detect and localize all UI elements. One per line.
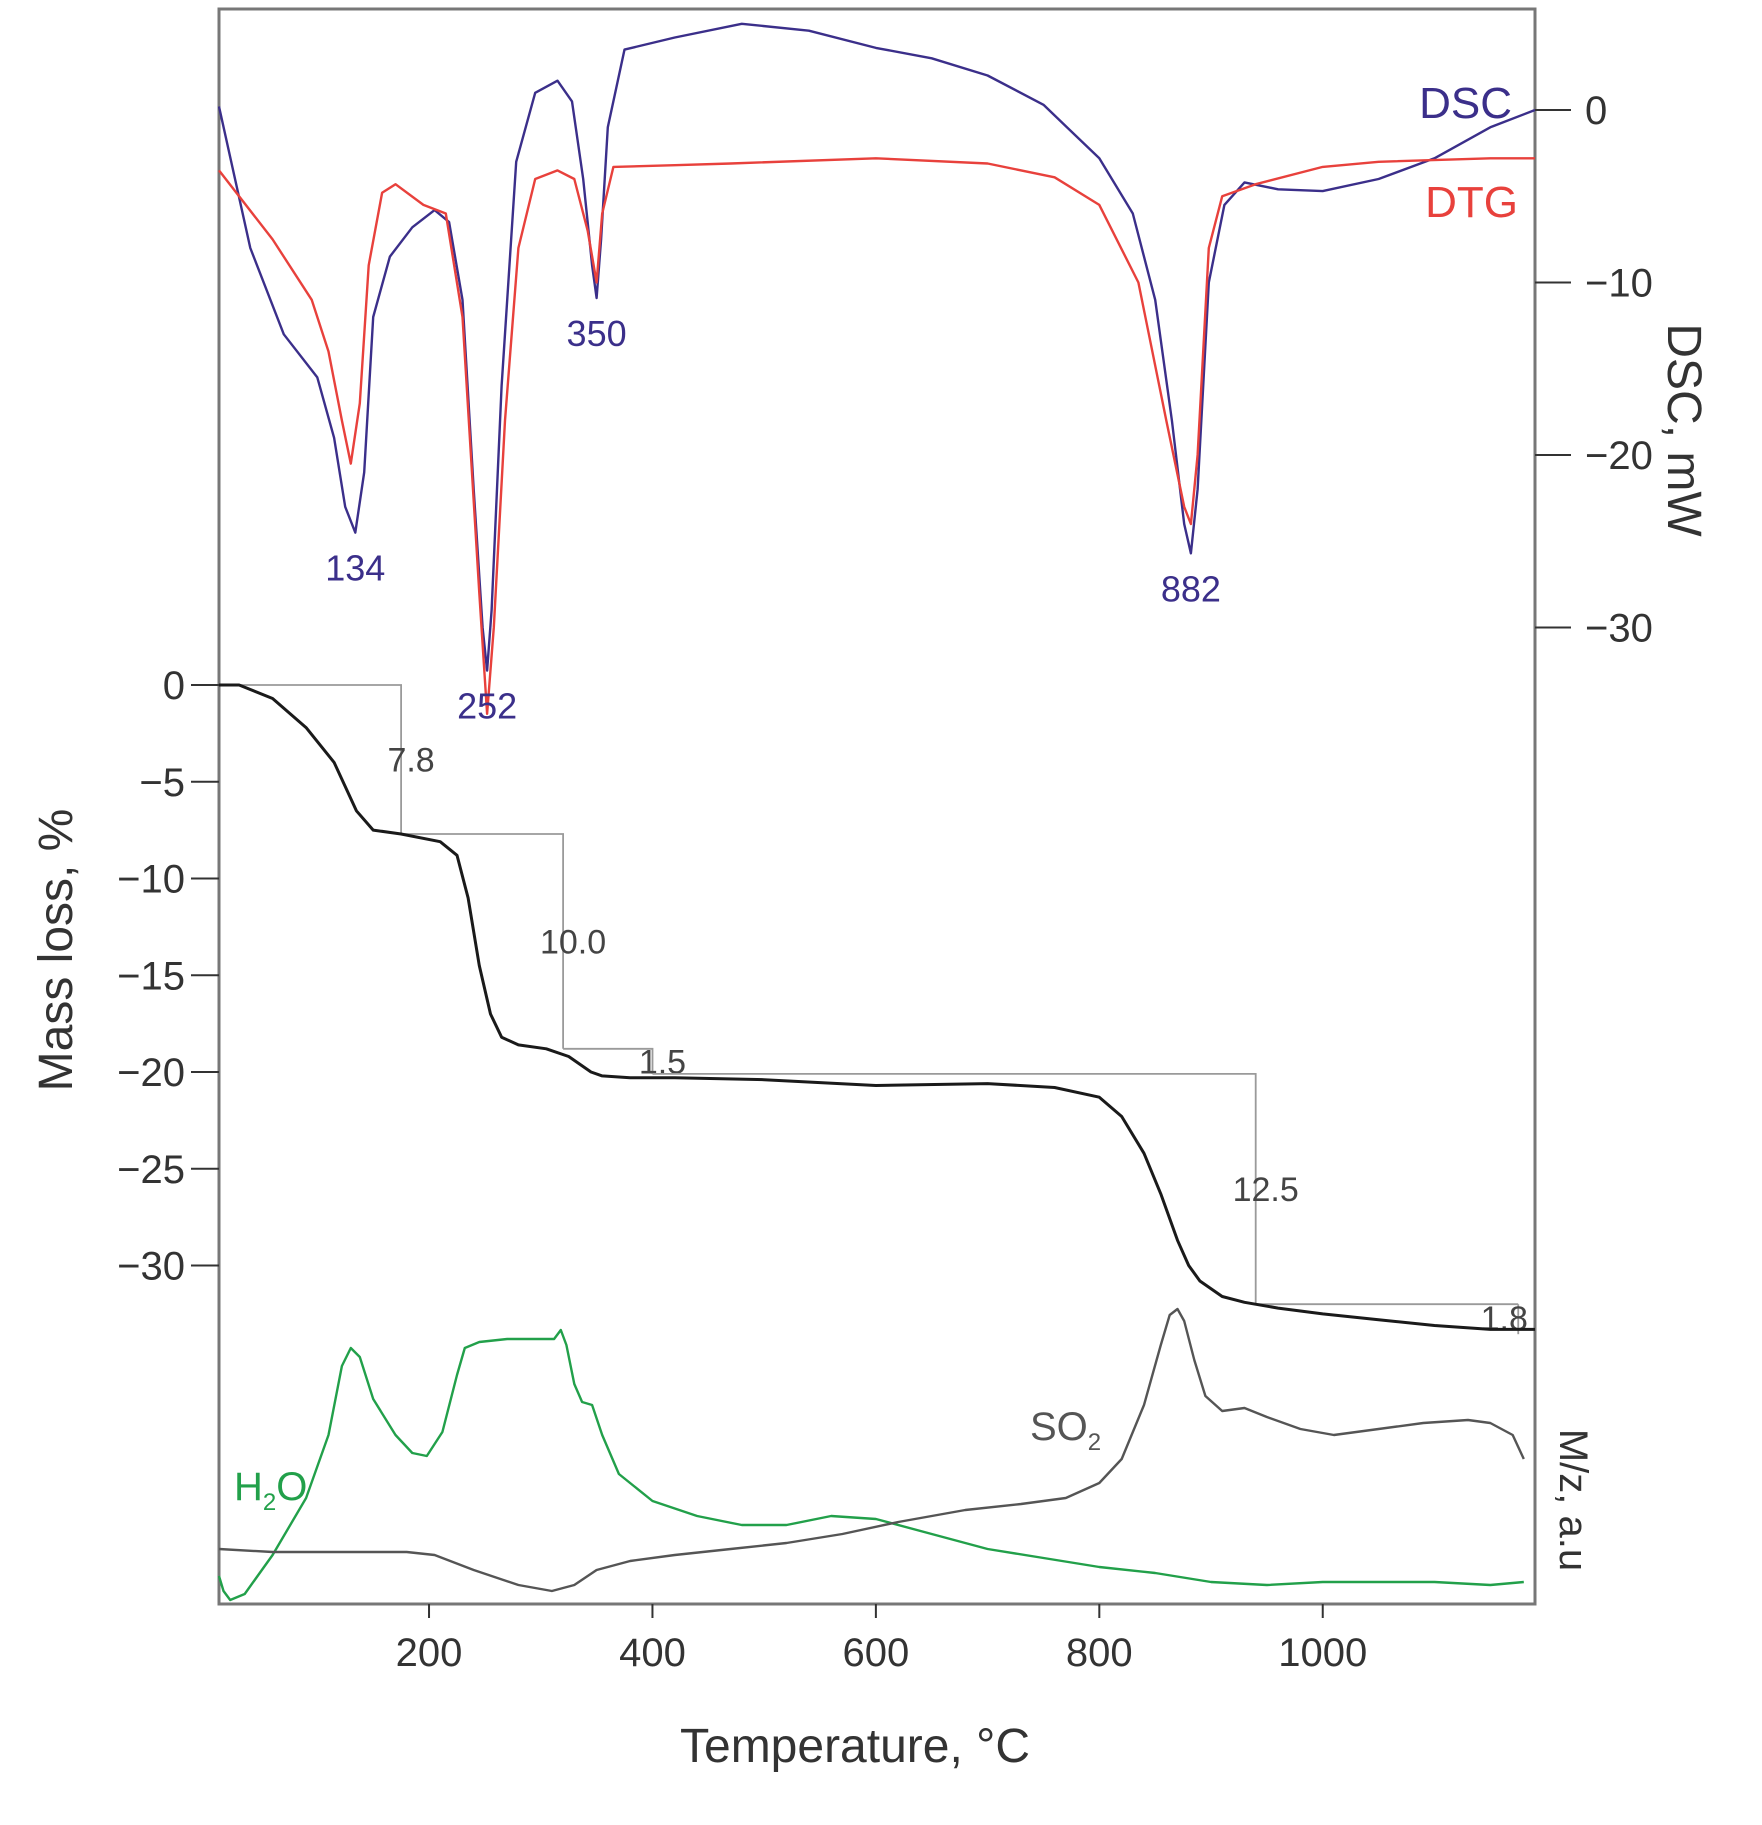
x-axis-title: Temperature, °C	[680, 1720, 1030, 1773]
mass-step-guide	[239, 684, 402, 834]
right-tick-label: −30	[1585, 607, 1653, 651]
mass-step-label: 7.8	[387, 741, 434, 779]
peak-label: 134	[325, 548, 385, 589]
legend-h2o: H2O	[234, 1465, 307, 1516]
x-tick-label: 200	[396, 1631, 463, 1675]
left-tick-label: −10	[117, 858, 185, 902]
x-tick-label: 800	[1066, 1631, 1133, 1675]
peak-label: 252	[457, 686, 517, 727]
series-dtg-line	[218, 157, 1535, 715]
mass-step-guides: 7.8 10.0 1.5 12.5 1.8	[239, 684, 1528, 1338]
chart-labels: DSC DTG H2O SO2 134 252 350 882	[234, 79, 1518, 1516]
right-tick-label: 0	[1585, 89, 1607, 133]
x-tick-label: 1000	[1278, 1631, 1367, 1675]
peak-label: 882	[1161, 568, 1221, 609]
plot-frame	[217, 7, 1537, 1606]
left-axis-title: Mass loss, %	[30, 809, 83, 1092]
left-tick-label: −20	[117, 1051, 185, 1095]
series-ho-line	[217, 1328, 1524, 1602]
mass-step-guide	[401, 833, 564, 1049]
mass-step-label: 10.0	[540, 923, 606, 961]
legend-dsc: DSC	[1419, 79, 1512, 128]
series-dsc-line	[217, 22, 1536, 672]
right-axis-title-dsc: DSC, mW	[1657, 323, 1710, 537]
legend-so2: SO2	[1030, 1405, 1101, 1456]
series-tg-line	[219, 683, 1535, 1331]
x-tick-label: 600	[843, 1631, 910, 1675]
x-tick-label: 400	[619, 1631, 686, 1675]
data-series	[217, 22, 1536, 1602]
left-tick-label: 0	[163, 664, 185, 708]
right-tick-label: −10	[1585, 262, 1653, 306]
legend-dtg: DTG	[1425, 178, 1518, 227]
left-tick-label: −5	[139, 761, 185, 805]
right-tick-label: −20	[1585, 434, 1653, 478]
axes: 200 400 600 800 1000 0 −5 −10 −15 −20 −25 −30 0 −10 −2…	[30, 89, 1710, 1773]
left-tick-label: −30	[117, 1245, 185, 1289]
series-so-line	[218, 1307, 1525, 1593]
mass-step-label: 1.8	[1481, 1300, 1528, 1338]
mass-step-label: 1.5	[639, 1043, 686, 1081]
mass-step-label: 12.5	[1233, 1171, 1299, 1209]
peak-label: 350	[567, 313, 627, 354]
left-tick-label: −15	[117, 954, 185, 998]
mass-step-guide	[563, 1047, 654, 1074]
right-axis-title-mz: M/z, a.u	[1551, 1429, 1595, 1571]
mass-step-guide	[652, 1073, 1257, 1305]
left-tick-label: −25	[117, 1148, 185, 1192]
